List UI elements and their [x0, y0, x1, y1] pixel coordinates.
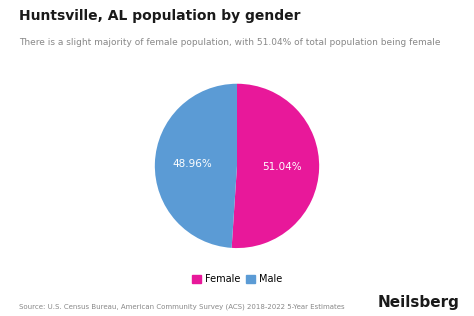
Legend: Female, Male: Female, Male: [188, 270, 286, 289]
Text: Source: U.S. Census Bureau, American Community Survey (ACS) 2018-2022 5-Year Est: Source: U.S. Census Bureau, American Com…: [19, 303, 345, 310]
Text: Huntsville, AL population by gender: Huntsville, AL population by gender: [19, 9, 301, 23]
Text: Neilsberg: Neilsberg: [378, 295, 460, 310]
Wedge shape: [155, 84, 237, 248]
Text: 48.96%: 48.96%: [172, 160, 212, 169]
Wedge shape: [232, 84, 319, 248]
Text: 51.04%: 51.04%: [262, 162, 302, 172]
Text: There is a slight majority of female population, with 51.04% of total population: There is a slight majority of female pop…: [19, 38, 440, 47]
